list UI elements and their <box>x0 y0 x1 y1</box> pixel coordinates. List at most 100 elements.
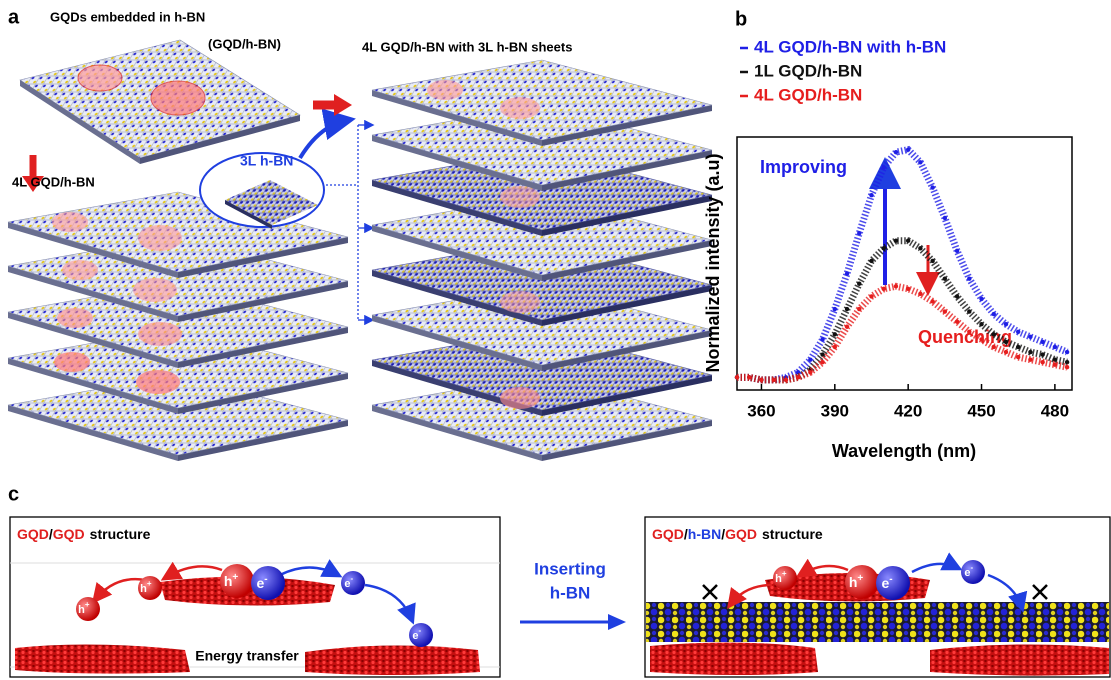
data-point <box>918 160 922 164</box>
panel-a: a GQDs embedded in h-BN (GQD/h-BN) 4L GQ… <box>8 6 712 461</box>
charge-letter: h <box>849 574 858 590</box>
data-point <box>894 150 898 154</box>
data-point <box>918 292 922 296</box>
charge-sign: - <box>351 574 354 583</box>
data-point <box>943 309 947 313</box>
data-point <box>967 330 971 334</box>
data-point <box>1004 322 1008 326</box>
data-point <box>918 246 922 250</box>
data-point <box>833 345 837 349</box>
top-sheet <box>20 40 300 164</box>
right-title: 4L GQD/h-BN with 3L h-BN sheets <box>362 39 572 54</box>
data-point <box>882 287 886 291</box>
blue-arrow <box>300 120 348 158</box>
charge-sign: - <box>971 563 974 572</box>
data-point <box>955 319 959 323</box>
data-point <box>820 352 824 356</box>
left-stack <box>8 192 348 461</box>
top-subtitle: (GQD/h-BN) <box>208 36 281 51</box>
data-point <box>930 259 934 263</box>
data-point <box>1028 350 1032 354</box>
y-axis-label: Normalized intensity (a.u) <box>703 153 723 372</box>
top-title: GQDs embedded in h-BN <box>50 9 205 24</box>
data-point <box>992 345 996 349</box>
data-point <box>979 322 983 326</box>
data-point <box>747 375 751 379</box>
title-part: GQD <box>725 526 757 542</box>
charge-sign: - <box>889 574 892 585</box>
x-tick-label: 390 <box>821 401 849 420</box>
legend-label: 4L GQD/h-BN <box>754 85 862 104</box>
title-part: GQD <box>652 526 684 542</box>
data-point <box>820 337 824 341</box>
data-point <box>1028 335 1032 339</box>
data-point <box>894 239 898 243</box>
hbn-inset: 3L h-BN <box>200 153 324 229</box>
panel-label: b <box>735 8 747 30</box>
data-point <box>979 337 983 341</box>
data-point <box>1016 330 1020 334</box>
title-part: structure <box>90 526 151 542</box>
data-point <box>869 193 873 197</box>
legend-label: 1L GQD/h-BN <box>754 61 862 80</box>
data-point <box>882 165 886 169</box>
data-point <box>857 231 861 235</box>
data-point <box>771 378 775 382</box>
data-point <box>1053 363 1057 367</box>
x-axis-label: Wavelength (nm) <box>832 441 976 461</box>
data-point <box>1028 357 1032 361</box>
data-point <box>943 276 947 280</box>
data-point <box>1004 340 1008 344</box>
charge-sign: + <box>147 579 152 588</box>
arrow-label: h-BN <box>550 583 591 602</box>
data-point <box>967 276 971 280</box>
data-point <box>833 307 837 311</box>
data-point <box>845 325 849 329</box>
title-part: h-BN <box>688 526 721 542</box>
x-tick-label: 360 <box>747 401 775 420</box>
data-point <box>967 309 971 313</box>
data-point <box>869 259 873 263</box>
right-stack <box>372 60 712 461</box>
data-point <box>955 294 959 298</box>
title-part: structure <box>762 526 823 542</box>
charge-sign: - <box>264 574 267 585</box>
data-point <box>1004 350 1008 354</box>
data-point <box>1016 355 1020 359</box>
data-point <box>906 147 910 151</box>
data-point <box>1053 345 1057 349</box>
right-title: GQD/h-BN/GQDstructure <box>652 526 823 542</box>
title-part: GQD <box>53 526 85 542</box>
charge-sign: + <box>857 573 863 584</box>
data-point <box>796 375 800 379</box>
data-point <box>955 249 959 253</box>
data-point <box>784 378 788 382</box>
data-point <box>808 357 812 361</box>
data-point <box>930 185 934 189</box>
annotation: Improving <box>760 157 847 177</box>
data-point <box>857 307 861 311</box>
data-point <box>869 294 873 298</box>
inset-label: 3L h-BN <box>240 153 293 169</box>
data-point <box>845 271 849 275</box>
arrow-label: Inserting <box>534 559 606 578</box>
panel-b: b Wavelength (nm) Normalized intensity (… <box>703 8 1072 460</box>
data-point <box>930 299 934 303</box>
data-point <box>759 378 763 382</box>
charge-sign: - <box>419 626 422 635</box>
insert-bracket <box>326 125 372 320</box>
panel-label: c <box>8 483 19 505</box>
data-point <box>882 246 886 250</box>
figure: a GQDs embedded in h-BN (GQD/h-BN) 4L GQ… <box>0 0 1111 680</box>
charge-sign: + <box>232 572 238 583</box>
x-tick-label: 420 <box>894 401 922 420</box>
charge-letter: e <box>256 575 264 591</box>
data-point <box>845 307 849 311</box>
data-point <box>735 375 739 379</box>
left-title: 4L GQD/h-BN <box>12 174 95 189</box>
data-point <box>906 239 910 243</box>
charge-letter: e <box>881 575 889 591</box>
legend-label: 4L GQD/h-BN with h-BN <box>754 37 946 56</box>
